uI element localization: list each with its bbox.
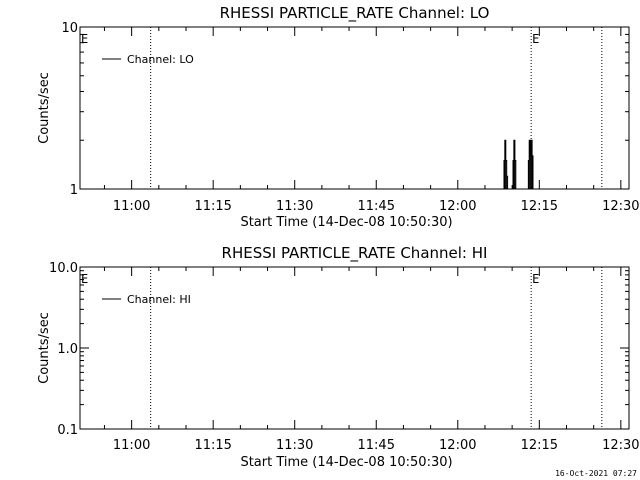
y-tick-label: 10.0 <box>49 261 78 276</box>
x-tick-label: 11:45 <box>358 199 395 214</box>
x-tick-label: 12:15 <box>521 438 558 453</box>
x-tick-label: 12:15 <box>521 199 558 214</box>
x-axis-label: Start Time (14-Dec-08 10:50:30) <box>240 215 452 230</box>
y-axis-label: Counts/sec <box>37 312 52 384</box>
edge-label: E <box>81 272 88 286</box>
legend-label: Channel: HI <box>127 293 191 306</box>
x-tick-label: 11:45 <box>358 438 395 453</box>
chart-title: RHESSI PARTICLE_RATE Channel: LO <box>220 4 490 23</box>
chart-title: RHESSI PARTICLE_RATE Channel: HI <box>222 244 488 263</box>
x-tick-label: 12:30 <box>602 438 639 453</box>
x-tick-label: 11:15 <box>194 199 231 214</box>
footer-timestamp: 16-Oct-2021 07:27 <box>555 469 637 478</box>
plot-frame <box>79 26 630 190</box>
x-tick-label: 11:15 <box>194 438 231 453</box>
y-tick-label: 1.0 <box>57 342 78 357</box>
x-tick-label: 11:30 <box>276 199 313 214</box>
legend-label: Channel: LO <box>127 53 194 66</box>
plot-frame <box>79 266 630 430</box>
y-tick-label: 1 <box>70 183 78 198</box>
x-tick-label: 12:30 <box>602 199 639 214</box>
event-marker-label: E <box>532 32 539 46</box>
edge-label: E <box>81 32 88 46</box>
chart-panel-1: RHESSI PARTICLE_RATE Channel: LO E E 1 10 11:… <box>37 4 640 230</box>
x-tick-label: 11:30 <box>276 438 313 453</box>
x-axis-label: Start Time (14-Dec-08 10:50:30) <box>240 455 452 470</box>
x-tick-label: 11:00 <box>113 199 150 214</box>
x-tick-label: 11:00 <box>113 438 150 453</box>
chart-panel-2: RHESSI PARTICLE_RATE Channel: HI E E 0.1 1.0… <box>37 244 640 470</box>
x-tick-label: 12:00 <box>439 438 476 453</box>
y-tick-label: 0.1 <box>57 423 78 438</box>
event-marker-label: E <box>532 272 539 286</box>
y-axis-label: Counts/sec <box>37 72 52 144</box>
y-tick-label: 10 <box>61 21 78 36</box>
x-tick-label: 12:00 <box>439 199 476 214</box>
